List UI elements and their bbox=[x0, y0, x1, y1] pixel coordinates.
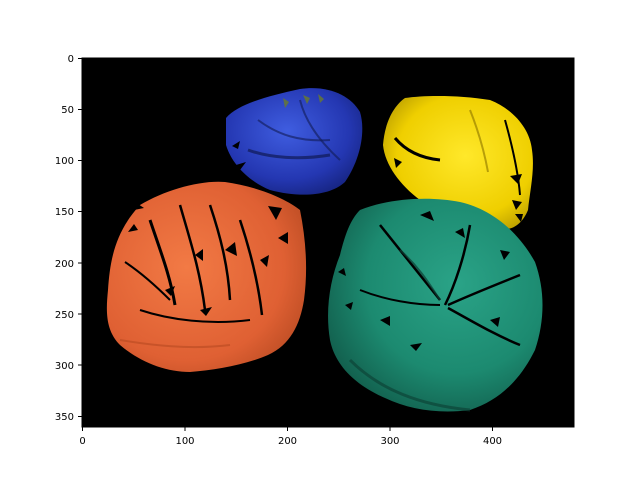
x-tick-label: 0 bbox=[79, 436, 85, 447]
x-axis: 0 100 200 300 400 bbox=[79, 427, 502, 447]
axes-frame bbox=[81, 57, 575, 428]
x-tick-label: 400 bbox=[483, 436, 502, 447]
x-tick-label: 100 bbox=[175, 436, 194, 447]
blue-cloth bbox=[226, 88, 363, 195]
x-tick-label: 200 bbox=[278, 436, 297, 447]
y-axis: 0 50 100 150 200 250 300 350 bbox=[55, 54, 82, 423]
y-tick-label: 0 bbox=[68, 54, 74, 65]
y-tick-label: 50 bbox=[61, 105, 74, 116]
y-tick-label: 300 bbox=[55, 361, 74, 372]
teal-cloth bbox=[328, 198, 543, 412]
x-tick-label: 300 bbox=[380, 436, 399, 447]
y-tick-label: 350 bbox=[55, 412, 74, 423]
y-tick-label: 100 bbox=[55, 156, 74, 167]
yellow-cloth bbox=[383, 95, 533, 230]
y-tick-label: 250 bbox=[55, 310, 74, 321]
y-tick-label: 150 bbox=[55, 207, 74, 218]
orange-cloth bbox=[106, 181, 307, 372]
y-tick-label: 200 bbox=[55, 259, 74, 270]
